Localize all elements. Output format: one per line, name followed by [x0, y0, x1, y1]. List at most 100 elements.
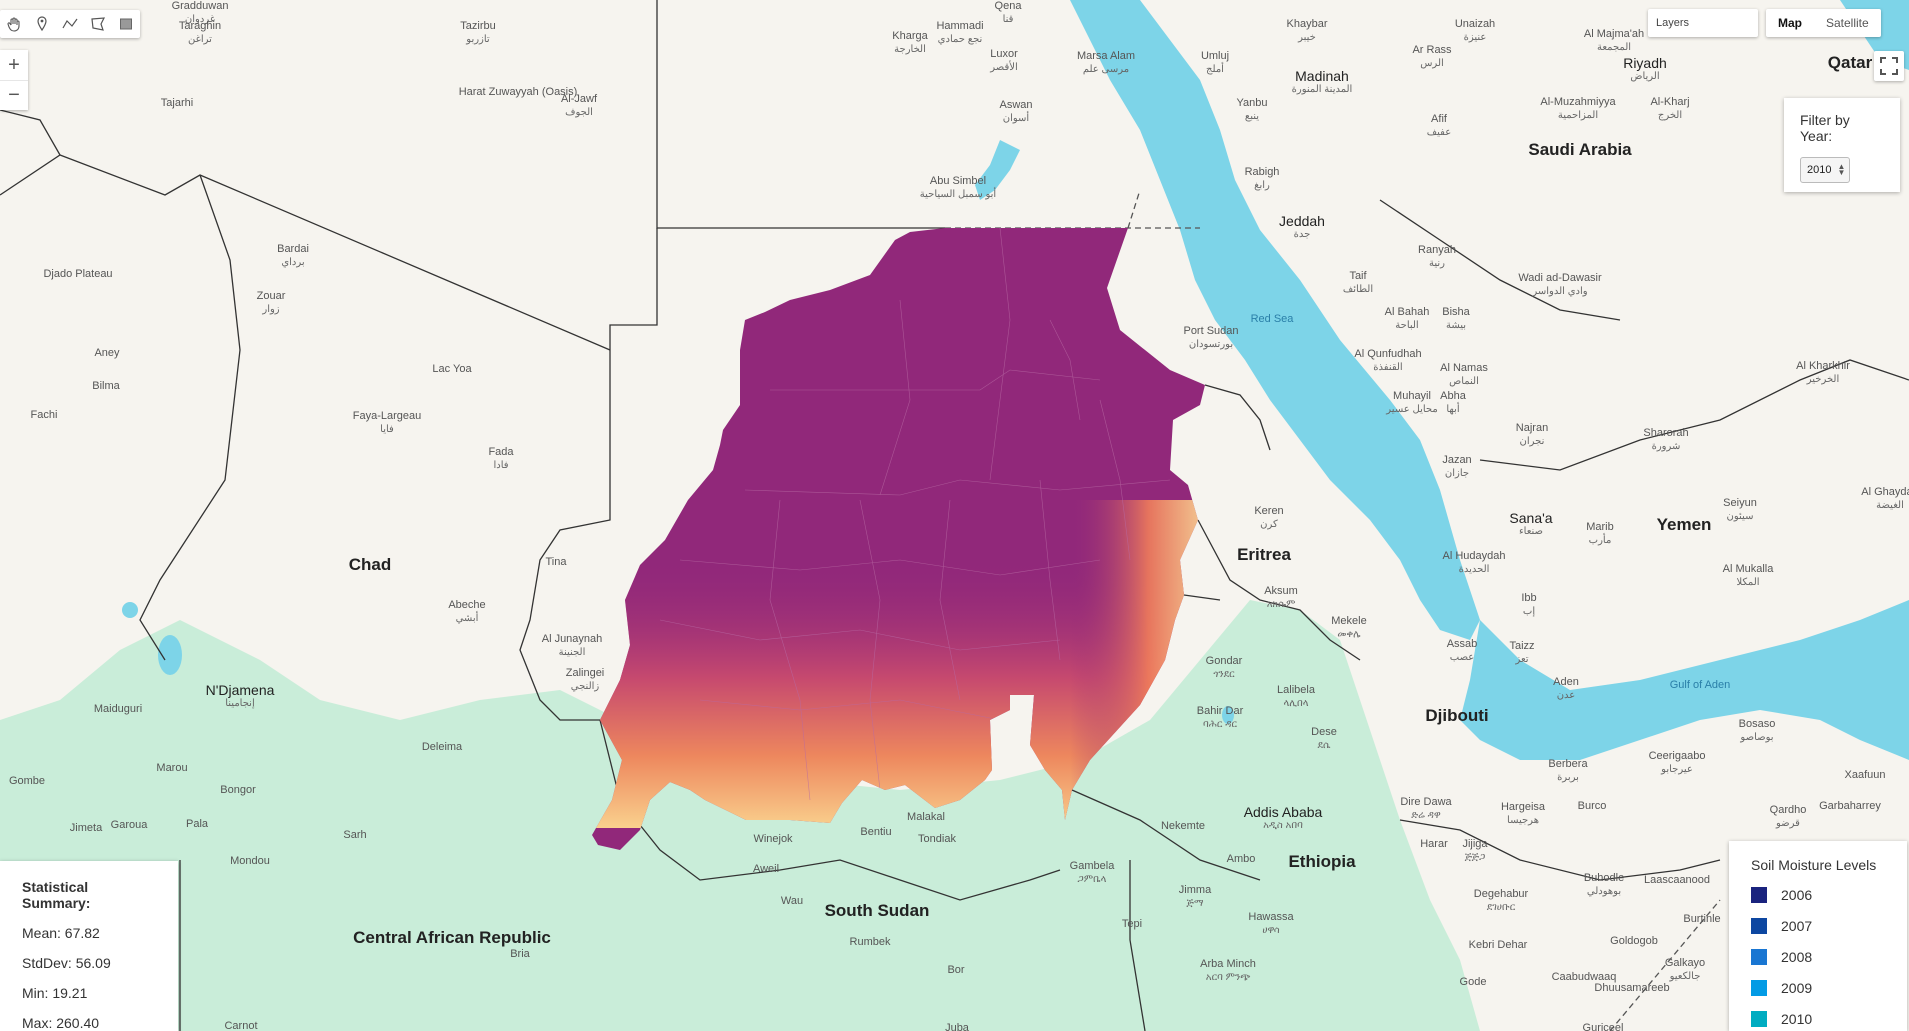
city-label: Khaybar خيبر	[1286, 18, 1328, 43]
country-label: Yemen	[1656, 515, 1712, 534]
city-label: Juba	[945, 1022, 969, 1031]
zoom-control: + −	[0, 50, 28, 110]
legend-label: 2007	[1781, 918, 1813, 934]
legend-item: 2010	[1751, 1011, 1885, 1027]
city-label: Bahir Dar ባሕር ዳር	[1196, 705, 1244, 730]
country-label: Central African Republic	[353, 928, 551, 947]
polyline-icon[interactable]	[56, 10, 84, 38]
legend-item: 2008	[1751, 949, 1885, 965]
country-label: Djibouti	[1425, 706, 1489, 725]
city-label: Tajarhi	[160, 97, 194, 109]
city-label: Tepi	[1121, 918, 1143, 930]
stats-min: Min: 19.21	[22, 985, 88, 1001]
zoom-in-button[interactable]: +	[8, 53, 20, 76]
city-label: Bor	[947, 964, 965, 976]
map-type-map-button[interactable]: Map	[1778, 16, 1802, 30]
statistical-summary-panel: Statistical Summary: Mean: 67.82 StdDev:…	[0, 861, 178, 1031]
city-label: Gombe	[8, 775, 46, 787]
city-label: Hammadi نجع حمادي	[936, 20, 984, 45]
city-label: Lac Yoa	[432, 363, 472, 375]
legend-swatch	[1751, 949, 1767, 965]
city-label: Harar	[1420, 838, 1448, 850]
city-label: Nekemte	[1160, 820, 1206, 832]
stats-stddev: StdDev: 56.09	[22, 955, 111, 971]
marker-icon[interactable]	[28, 10, 56, 38]
city-label: Madinah المدينة المنورة	[1291, 68, 1353, 95]
city-label: Rumbek	[849, 936, 891, 948]
city-label: Harat Zuwayyah (Oasis)	[458, 86, 578, 98]
city-label: Aney	[94, 347, 120, 359]
year-filter-panel: Filter by Year: 2010 ▲ ▼	[1784, 98, 1900, 192]
legend-swatch	[1751, 980, 1767, 996]
city-label: Marsa Alam مرسى علم	[1076, 50, 1136, 75]
city-label: Xaafuun	[1844, 769, 1886, 781]
updown-icon: ▲ ▼	[1837, 162, 1846, 177]
city-label: Zouar زوار	[256, 290, 286, 315]
city-label: Bisha بيشة	[1442, 306, 1470, 331]
rectangle-icon[interactable]	[112, 10, 140, 38]
hand-icon[interactable]	[0, 10, 28, 38]
city-label: Wau	[780, 895, 804, 907]
city-label: Malakal	[907, 811, 945, 823]
city-label: Marib مأرب	[1586, 521, 1614, 546]
legend-label: 2006	[1781, 887, 1813, 903]
city-label: Al Namas النماص	[1440, 362, 1488, 387]
city-label: Maiduguri	[93, 703, 143, 715]
stats-title: Statistical Summary:	[22, 879, 91, 911]
city-label: Bentiu	[860, 826, 892, 838]
legend-swatch	[1751, 918, 1767, 934]
fullscreen-icon	[1880, 57, 1898, 75]
city-label: Faya-Largeau فايا	[352, 410, 422, 435]
city-label: Al Kharkhir الخرخير	[1796, 360, 1850, 385]
city-label: Dire Dawa ድሬ ዳዋ	[1400, 796, 1452, 821]
city-label: Sana'a صنعاء	[1509, 510, 1553, 537]
city-label: Bardai برداي	[277, 243, 309, 268]
city-label: Aden عدن	[1553, 676, 1579, 701]
sea-label: Gulf of Aden	[1669, 679, 1731, 691]
city-label: Qena قنا	[994, 0, 1022, 25]
city-label: Ar Rass الرس	[1412, 44, 1452, 69]
zoom-out-button[interactable]: −	[0, 80, 28, 110]
country-label: South Sudan	[824, 901, 930, 920]
sea-label: Red Sea	[1250, 313, 1294, 325]
city-label: Wadi ad-Dawasir وادي الدواسر	[1518, 272, 1602, 297]
year-select[interactable]: 2010 ▲ ▼	[1800, 157, 1850, 183]
city-label: Deleima	[421, 741, 463, 753]
country-label: Qatar	[1827, 53, 1873, 72]
polygon-icon[interactable]	[84, 10, 112, 38]
city-label: Zalingei زالنجي	[565, 667, 605, 692]
city-label: Laascaanood	[1643, 874, 1711, 886]
country-label: Chad	[348, 555, 392, 574]
city-label: Sharorah شرورة	[1643, 427, 1689, 452]
city-label: Al Ghaydahالغيضة	[1861, 486, 1909, 511]
stats-mean: Mean: 67.82	[22, 925, 100, 941]
city-label: Bria	[510, 948, 530, 960]
city-label: Gambela ጋምቤላ	[1069, 860, 1115, 885]
legend-title: Soil Moisture Levels	[1751, 857, 1877, 873]
map-type-satellite-button[interactable]: Satellite	[1826, 16, 1869, 30]
city-label: Sarh	[343, 829, 367, 841]
city-label: Riyadh الرياض	[1623, 55, 1667, 82]
city-label: Mondou	[230, 855, 270, 867]
city-label: Bosaso بوصاصو	[1738, 718, 1776, 743]
city-label: Al-Muzahmiyya المزاحمية	[1540, 96, 1616, 121]
city-label: Al Mukalla المكلا	[1722, 563, 1774, 588]
city-label: Pala	[185, 818, 209, 830]
fullscreen-button[interactable]	[1874, 51, 1904, 81]
map-type-control: Map Satellite	[1766, 9, 1881, 37]
city-label: Keren كرن	[1254, 505, 1284, 530]
year-select-value: 2010	[1807, 164, 1832, 176]
layers-dropdown[interactable]: Layers	[1648, 9, 1758, 37]
city-label: Al Hudaydah الحديدة	[1442, 550, 1506, 575]
city-label: Caabudwaaq	[1551, 971, 1617, 983]
city-label: Al Bahah الباحة	[1384, 306, 1430, 331]
country-label: Saudi Arabia	[1528, 140, 1632, 159]
city-label: Taraghin تراغن	[178, 20, 222, 45]
city-label: Hawassa ሀዋሳ	[1248, 911, 1294, 936]
legend-item: 2009	[1751, 980, 1885, 996]
city-label: Gondar ጎንደር	[1205, 655, 1243, 680]
city-label: Marou	[156, 762, 188, 774]
city-label: Arba Minch አርባ ምንጭ	[1200, 958, 1256, 983]
country-label: Ethiopia	[1288, 852, 1356, 871]
